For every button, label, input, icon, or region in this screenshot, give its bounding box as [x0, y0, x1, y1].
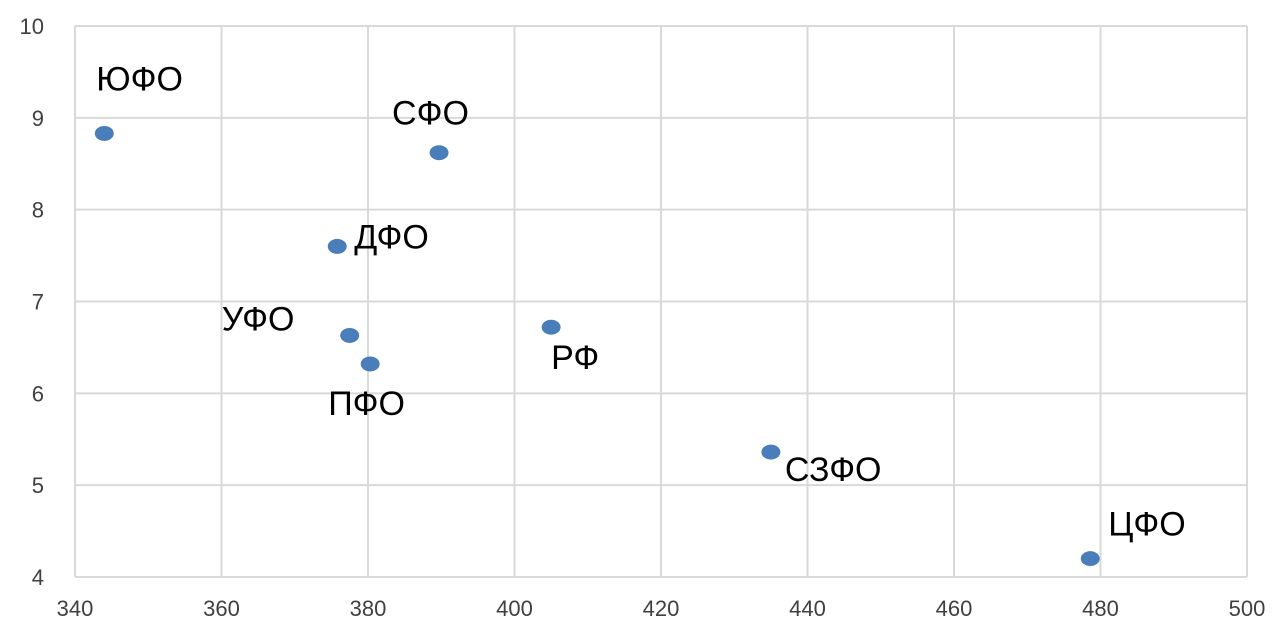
x-tick-label: 480	[1082, 596, 1119, 621]
data-label: РФ	[551, 339, 599, 377]
data-point	[94, 125, 114, 141]
data-point	[360, 356, 380, 372]
y-tick-label: 6	[32, 381, 44, 406]
data-label: ПФО	[328, 385, 405, 423]
data-label: СФО	[392, 95, 469, 133]
x-tick-label: 460	[936, 596, 973, 621]
data-points	[94, 125, 1100, 567]
data-label: ДФО	[354, 218, 429, 256]
y-axis-ticks: 4 5 6 7 8 9 10	[20, 14, 44, 590]
data-point	[340, 327, 360, 343]
data-point	[1080, 551, 1100, 567]
x-tick-label: 340	[57, 596, 94, 621]
data-label: ЮФО	[96, 60, 183, 98]
y-tick-label: 7	[32, 290, 44, 315]
x-tick-label: 380	[350, 596, 387, 621]
y-tick-label: 8	[32, 198, 44, 223]
gridlines	[74, 25, 1248, 578]
data-label: СЗФО	[785, 451, 882, 489]
data-point	[429, 145, 449, 161]
data-label: УФО	[222, 300, 295, 338]
x-tick-label: 400	[496, 596, 533, 621]
y-tick-label: 10	[20, 14, 44, 39]
x-tick-label: 500	[1229, 596, 1266, 621]
data-point	[761, 444, 781, 460]
point-labels: ЮФО СФО ДФО УФО ПФО РФ СЗФО ЦФО	[96, 60, 1185, 543]
x-tick-label: 440	[789, 596, 826, 621]
data-point	[327, 238, 347, 254]
data-label: ЦФО	[1108, 506, 1185, 544]
x-tick-label: 360	[203, 596, 240, 621]
y-tick-label: 5	[32, 473, 44, 498]
y-tick-label: 4	[32, 565, 44, 590]
y-tick-label: 9	[32, 106, 44, 131]
x-tick-label: 420	[643, 596, 680, 621]
data-point	[541, 319, 561, 335]
x-axis-ticks: 340 360 380 400 420 440 460 480 500	[57, 596, 1266, 621]
